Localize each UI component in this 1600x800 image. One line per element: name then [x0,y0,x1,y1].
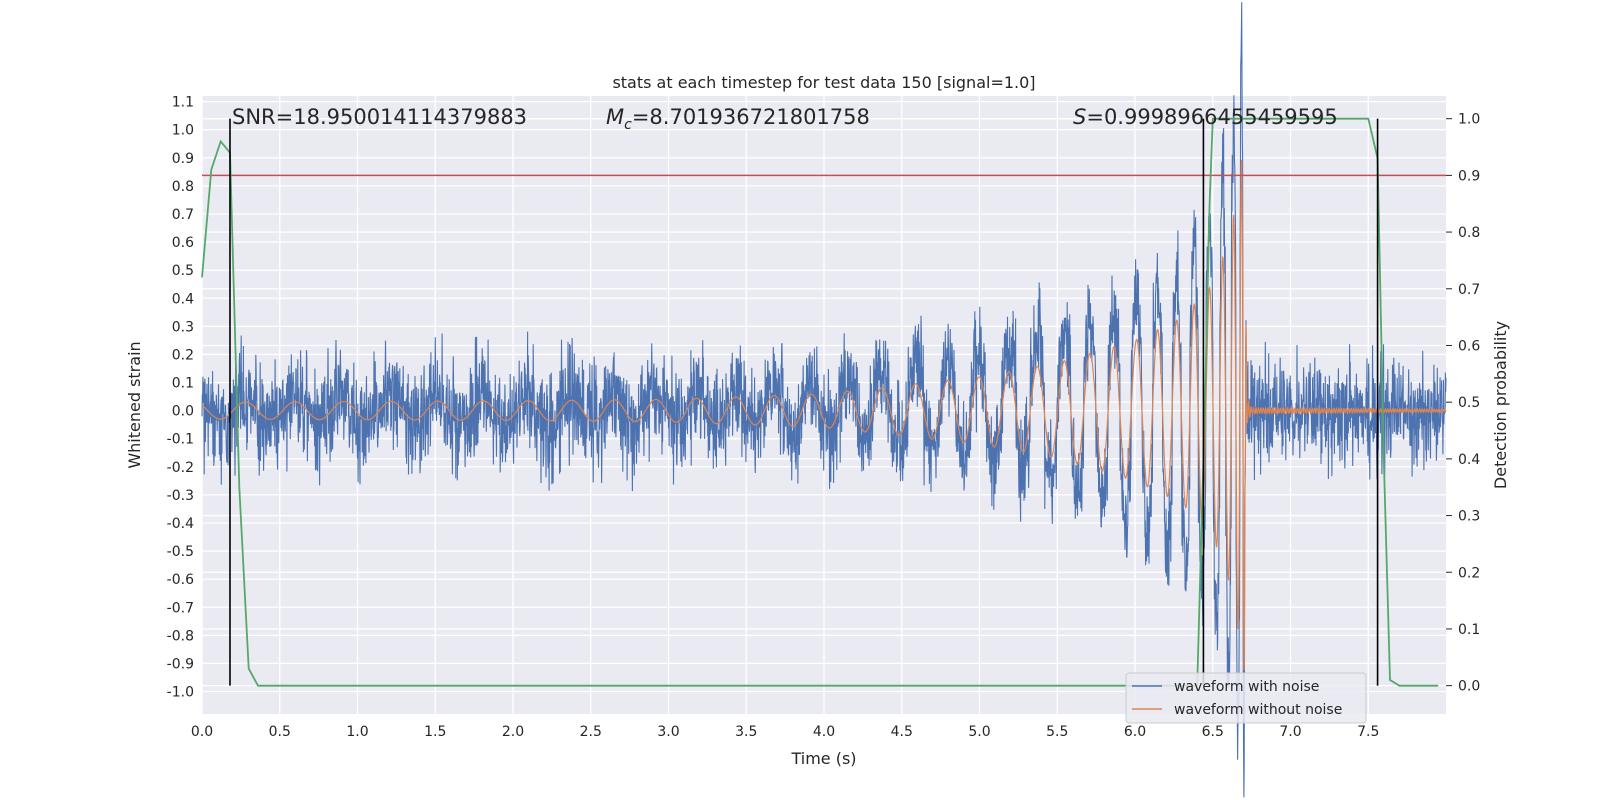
y-tick-label: 0.5 [172,263,194,279]
x-tick-label: 1.5 [424,724,446,740]
y-tick-label: 0.8 [172,179,194,195]
x-axis-ticks: 0.0 0.5 1.0 1.5 2.0 2.5 3.0 3.5 4.0 4.5 5.0 5.5 6.0 6… [191,724,1380,740]
y-tick-label: -1.0 [167,685,194,701]
y-tick-label: 1.1 [172,95,194,111]
y2-tick-label: 0.9 [1458,168,1480,184]
y2-tick-label: 0.4 [1458,452,1480,468]
mc-symbol: M [606,105,624,129]
x-tick-label: 0.5 [269,724,291,740]
series-clean-line [201,159,1447,671]
y-tick-label: -0.4 [167,516,194,532]
s-value: =0.9998966455459595 [1086,105,1337,129]
y-tick-label: 1.0 [172,123,194,139]
x-axis-label: Time (s) [790,749,856,768]
y2-tick-label: 0.6 [1458,338,1480,354]
y-axis-label: Whitened strain [125,341,144,468]
mc-value: =8.701936721801758 [632,105,870,129]
y-tick-label: 0.4 [172,291,194,307]
x-tick-label: 4.0 [813,724,835,740]
y-tick-label: -0.8 [167,628,194,644]
legend-label-noise: waveform with noise [1174,679,1319,695]
y-tick-label: 0.9 [172,151,194,167]
legend: waveform with noise waveform without noi… [1125,672,1367,724]
y-tick-label: -0.2 [167,460,194,476]
y2-axis-label: Detection probability [1491,321,1510,489]
x-tick-label: 7.0 [1279,724,1301,740]
x-tick-label: 6.5 [1202,724,1224,740]
y2-tick-label: 0.0 [1458,679,1480,695]
y-tick-label: -0.3 [167,488,194,504]
legend-label-clean: waveform without noise [1174,702,1342,718]
y2-tick-label: 0.7 [1458,282,1480,298]
y-axis-ticks: 1.1 1.0 0.9 0.8 0.7 0.6 0.5 0.4 0.3 0.2 0.1 0.0 -0.1… [167,95,194,701]
y-tick-label: -0.9 [167,656,194,672]
y-tick-label: -0.7 [167,600,194,616]
x-tick-label: 1.0 [346,724,368,740]
legend-box [1125,672,1367,724]
mc-subscript: c [624,117,632,133]
y-tick-label: -0.6 [167,572,194,588]
x-tick-label: 3.0 [657,724,679,740]
y-tick-label: 0.0 [172,404,194,420]
x-tick-label: 6.0 [1124,724,1146,740]
y2-axis-ticks: 1.0 0.9 0.8 0.7 0.6 0.5 0.4 0.3 0.2 0.1 0.0 [1446,112,1480,695]
chart-title: stats at each timestep for test data 150… [612,73,1035,92]
x-tick-label: 5.0 [968,724,990,740]
x-tick-label: 2.5 [580,724,602,740]
y-tick-label: 0.3 [172,319,194,335]
y2-tick-label: 0.5 [1458,395,1480,411]
x-tick-label: 0.0 [191,724,213,740]
snr-annotation: SNR=18.950014114379883 [232,105,527,129]
y2-tick-label: 0.8 [1458,225,1480,241]
y-tick-label: -0.5 [167,544,194,560]
x-tick-label: 7.5 [1357,724,1379,740]
x-tick-label: 5.5 [1046,724,1068,740]
x-tick-label: 3.5 [735,724,757,740]
y2-tick-label: 0.3 [1458,509,1480,525]
y-tick-label: 0.2 [172,347,194,363]
y-tick-label: -0.1 [167,432,194,448]
y-tick-label: 0.6 [172,235,194,251]
y-tick-label: 0.7 [172,207,194,223]
y2-tick-label: 0.2 [1458,565,1480,581]
y2-tick-label: 1.0 [1458,112,1480,128]
s-annotation: S=0.9998966455459595 [1073,105,1338,129]
mc-annotation: Mc=8.701936721801758 [606,105,870,133]
x-tick-label: 2.0 [502,724,524,740]
x-tick-label: 4.5 [891,724,913,740]
y2-tick-label: 0.1 [1458,622,1480,638]
s-symbol: S [1073,105,1086,129]
y-tick-label: 0.1 [172,376,194,392]
